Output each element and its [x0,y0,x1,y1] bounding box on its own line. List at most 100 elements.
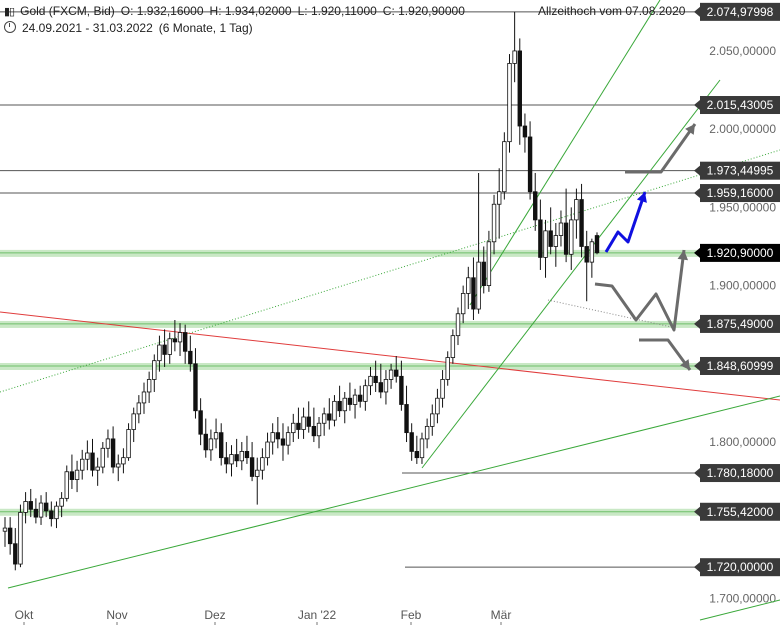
candle-body [404,404,409,434]
candle-body [460,293,466,315]
level-label: 1.973,44995 [707,164,774,178]
x-tick-label: Jan '22 [298,608,337,622]
candle-body [378,382,383,393]
candle-body [182,332,188,352]
high-value: H: 1.934,02000 [209,4,292,18]
candle-body [239,451,244,462]
candle-body [234,454,239,462]
x-tick-label: Feb [401,608,422,622]
level-label-pointer [694,360,700,371]
candle-body [141,391,147,404]
close-value: C: 1.920,90000 [382,4,465,18]
date-range: 24.09.2021 - 31.03.2022 [22,21,153,35]
candle-body [260,457,265,471]
candle-body [527,136,533,193]
level-label: 2.015,43005 [707,98,774,112]
support-zone [0,249,698,257]
candle-body [563,222,569,255]
current-price-label-bg [700,243,780,262]
candle-body [90,452,95,471]
candle-body [430,413,435,427]
candle-body [121,457,126,465]
level-label: 1.959,16000 [707,186,774,200]
candle-body [409,432,414,452]
y-tick-label: 2.050,00000 [709,44,776,58]
candle-body [131,413,136,430]
x-tick-label: Mär [491,608,512,622]
symbol-name: Gold (FXCM, Bid) [20,4,115,18]
candle-body [33,508,39,518]
candle-body [280,438,286,446]
candle-body [311,425,317,437]
candlestick-icon: ▮▯ [4,6,15,18]
candle-body [13,543,18,565]
level-label-bg [700,96,780,115]
level-label-pointer [694,468,700,479]
candle-body [7,527,13,545]
candle-body [100,447,106,468]
candle-body [558,222,564,236]
candle-body [28,501,33,510]
candle-body [270,432,275,443]
candle-body [229,454,234,465]
level-label: 1.875,49000 [707,317,774,331]
candle-body [224,457,229,465]
candle-body [316,422,322,437]
candle-body [476,261,481,310]
candle-body [548,230,553,247]
candle-body [332,400,337,421]
candle-body [373,375,378,383]
candle-body [579,199,584,247]
candle-body [414,451,420,459]
open-value: O: 1.932,16000 [120,4,204,18]
projection-arrow-up-top-head [685,124,695,135]
candle-body [69,471,75,480]
candle-body [496,191,502,205]
candle-body [255,469,260,477]
candle-body [193,363,198,412]
candle-body [213,432,219,440]
candle-body [424,425,430,440]
candle-body [219,432,224,459]
candle-body [285,432,291,446]
candle-body [59,497,64,507]
symbol-header: ▮▯ Gold (FXCM, Bid) O: 1.932,16000 H: 1.934… [4,4,471,18]
candle-body [85,452,90,460]
candle-body [23,501,28,513]
candle-body [440,379,445,399]
projection-arrow-down-head [680,359,690,370]
candle-body [466,277,471,294]
candle-body [435,397,440,415]
level-label-pointer [694,188,700,199]
candle-body [522,125,528,138]
clock-icon [4,21,16,33]
candle-body [208,438,214,451]
projection-arrow-blue [604,191,647,253]
x-tick-label: Dez [204,608,225,622]
candle-body [301,416,306,430]
candle-body [507,63,512,143]
candle-body [146,379,152,393]
candle-body [275,432,281,440]
level-label-bg [700,502,780,521]
y-tick-label: 1.950,00000 [709,200,776,214]
candle-body [306,416,311,427]
candle-body [584,246,589,263]
candle-body [74,469,80,480]
candle-body [116,463,121,468]
candle-body [126,429,131,459]
green-channel-lower [421,79,721,469]
candle-body [95,466,100,471]
candle-body [296,422,301,430]
candle-body [110,438,116,468]
candle-body [419,438,425,459]
candle-body [363,385,368,402]
level-label-pointer [694,506,700,517]
candle-body [152,360,157,380]
candle-body [394,369,399,377]
candle-body [198,410,203,435]
projection-arrow-zigzag [594,249,686,332]
candle-body [244,451,250,459]
candle-body [574,199,579,221]
candle-body [265,441,270,459]
